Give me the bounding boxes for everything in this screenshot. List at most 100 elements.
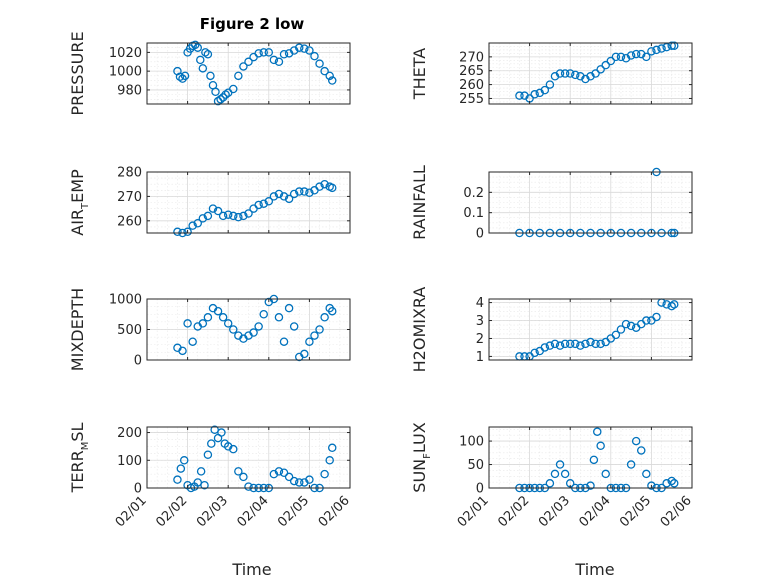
y-axis-label: AIRTEMP [68,169,91,236]
data-point [601,469,610,479]
data-point [320,313,329,322]
data-point [284,303,294,313]
data-point [188,221,197,230]
data-point [279,468,289,477]
x-axis-label-left: Time [231,560,271,579]
y-tick-label: 265 [459,64,484,79]
data-point [223,319,233,328]
subplot-3: 260 270 280 AIRTEMP [68,166,351,238]
data-point [203,313,213,322]
axes-box [146,171,351,234]
data-point [593,427,602,436]
data-point [244,482,253,491]
y-tick-label: 1 [476,350,484,365]
x-tick-label: 02/06 [316,493,353,530]
data-point [667,476,676,486]
data-point [229,444,238,454]
y-axis-label: H2OMIXRA [410,287,429,373]
data-point [591,69,600,78]
y-axis-label: THETA [410,48,429,100]
data-point [229,84,238,94]
data-point [198,64,208,73]
data-point [611,330,621,340]
y-tick-label: 500 [117,323,142,338]
data-point [223,210,233,219]
y-tick-label: 100 [459,435,484,450]
data-point [647,47,656,56]
data-point [244,209,253,218]
y-axis-label: RAINFALL [410,165,429,240]
data-point [176,464,186,473]
data-point [244,57,253,67]
data-point [183,227,192,237]
data-point [545,479,555,488]
data-point [180,71,190,81]
data-point [611,52,621,62]
data-point [188,337,197,346]
data-point [325,71,334,81]
data-point [284,472,294,482]
data-point [310,331,319,340]
axes-box [146,42,351,105]
data-point [294,478,304,487]
data-point [626,460,636,469]
y-tick-label: 260 [459,78,484,93]
data-point [327,76,337,85]
data-point [315,325,324,334]
data-point [234,71,243,81]
x-tick-label: 02/03 [194,493,231,530]
data-point [591,339,600,349]
data-point [642,52,651,62]
subplot-1: 980 1000 1020 PRESSURE [68,31,351,116]
data-point [315,59,324,68]
data-point [259,309,268,319]
data-point [173,475,182,484]
data-point [669,41,679,51]
data-point [642,469,651,479]
data-point [621,319,631,329]
data-point [327,183,337,193]
y-axis-label: SUNFLUX [410,422,433,492]
data-point [581,339,590,349]
data-point [631,49,641,59]
x-tick-label: 02/02 [153,493,190,530]
x-tick-label: 02/04 [577,493,614,530]
y-tick-label: 0 [476,482,484,497]
x-tick-label: 02/02 [495,493,532,530]
axes-box [146,426,351,489]
data-point [218,93,228,102]
data-point [289,476,299,486]
data-point [550,469,560,479]
y-tick-label: 200 [117,426,142,441]
y-tick-label: 0.2 [463,186,484,201]
data-point [662,42,671,52]
data-point [565,339,575,349]
y-tick-label: 50 [467,458,484,473]
data-point [596,441,605,451]
data-point [596,339,605,349]
y-tick-label: 1000 [109,65,142,80]
data-point [183,319,192,328]
y-tick-label: 260 [117,214,142,229]
data-point [305,188,314,197]
subplot-5: 0 500 1000 MIXDEPTH [68,288,351,371]
data-point [530,348,539,358]
data-point [249,328,258,337]
data-point [294,43,304,52]
data-point [254,49,263,58]
data-point [300,187,309,196]
data-point [229,211,238,221]
data-point [631,436,641,446]
y-tick-label: 0 [134,354,142,369]
data-point [320,179,329,189]
data-point [626,321,636,331]
x-tick-label: 02/03 [536,493,573,530]
data-point [207,439,216,448]
data-point [239,62,248,71]
x-tick-label: 02/04 [235,493,272,530]
subplot-8: 0 50 100 SUNFLUX 02/01 02/02 02/03 02/04 02/05 02… [410,422,695,530]
data-point [190,40,200,50]
data-point [616,52,626,62]
data-point [279,192,289,201]
